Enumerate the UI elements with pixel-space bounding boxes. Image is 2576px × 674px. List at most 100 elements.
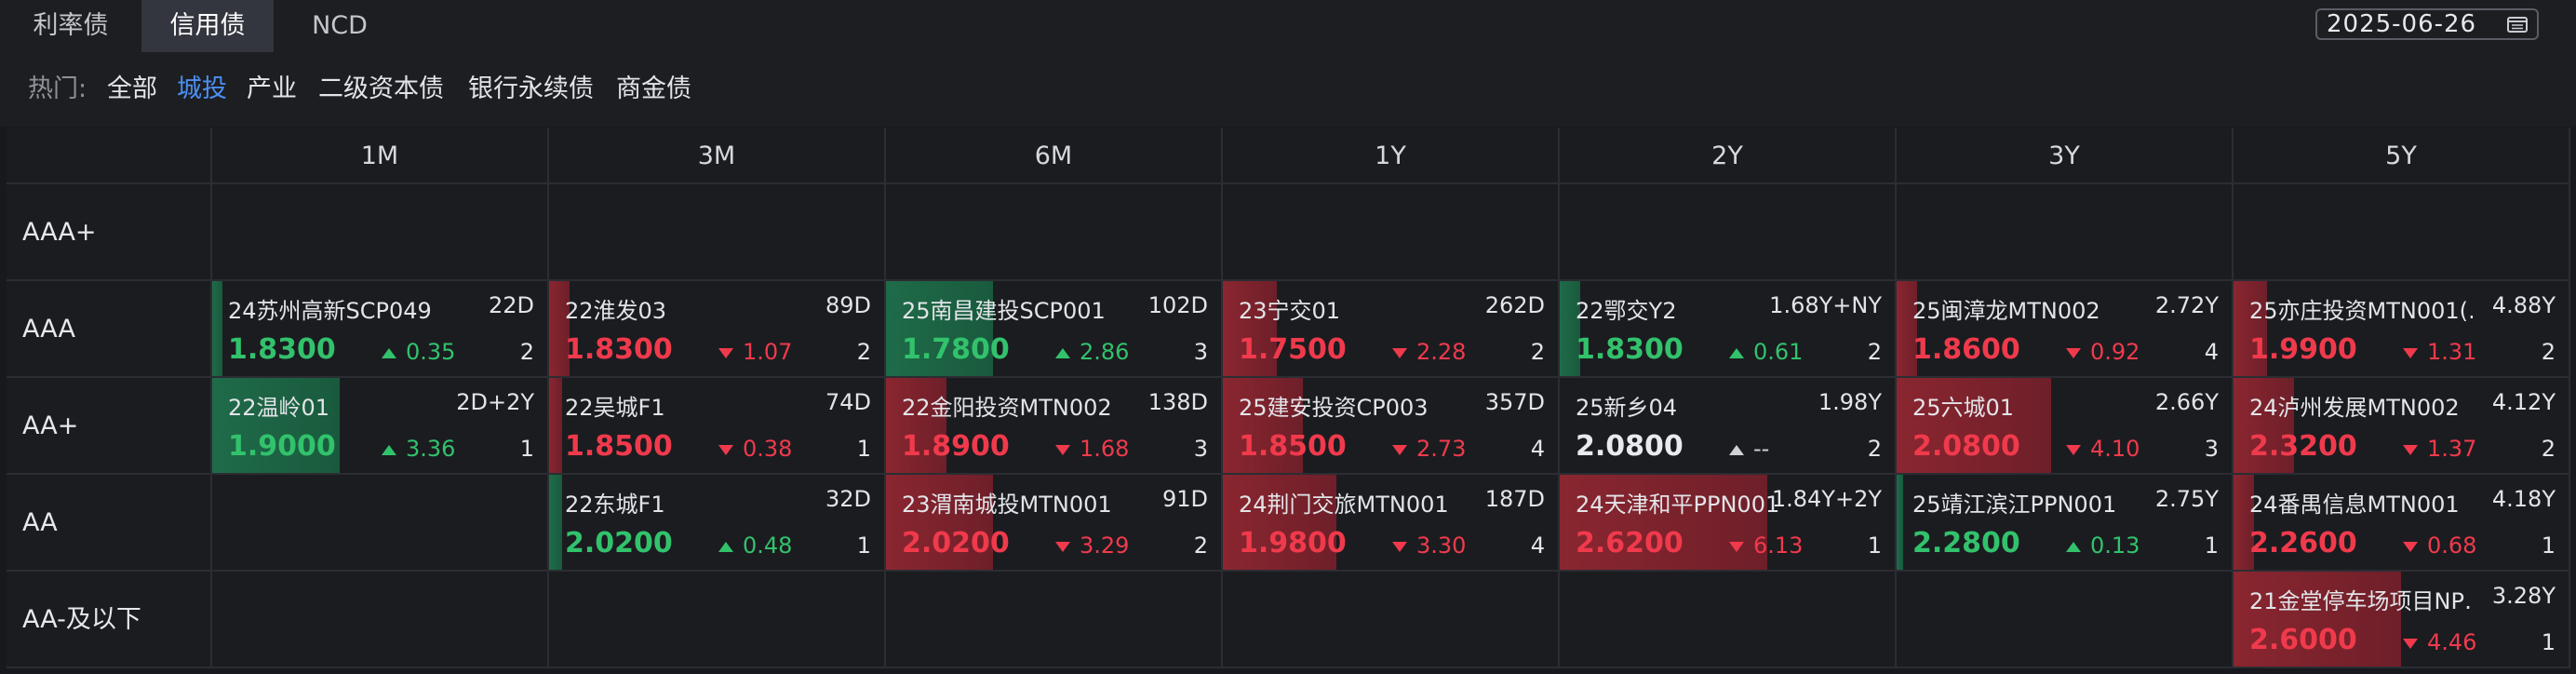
bond-name[interactable]: 22吴城F1 [565, 395, 665, 421]
empty-cell [2234, 184, 2570, 281]
column-header-2y[interactable]: 2Y [1560, 128, 1897, 184]
bond-term: 3.28Y [2491, 583, 2556, 609]
arrow-down-icon [718, 444, 733, 455]
bond-cell[interactable]: 25靖江滨江PPN001 2.75Y 2.2800 0.13 1 [1897, 475, 2234, 572]
tab-ncd[interactable]: NCD [312, 11, 368, 40]
trade-count: 1 [2541, 629, 2556, 655]
filter-chip-chengtou[interactable]: 城投 [177, 74, 227, 103]
rating-row-label: AA-及以下 [7, 572, 212, 668]
column-header-6m[interactable]: 6M [886, 128, 1223, 184]
change-magnitude-bar [1560, 281, 1580, 376]
bond-cell[interactable]: 24泸州发展MTN002 4.12Y 2.3200 1.37 2 [2234, 378, 2570, 475]
empty-cell [1897, 184, 2234, 281]
trade-count: 2 [1530, 339, 1545, 365]
bond-cell[interactable]: 22吴城F1 74D 1.8500 0.38 1 [549, 378, 886, 475]
bond-name[interactable]: 22金阳投资MTN002 [902, 395, 1112, 421]
bond-cell[interactable]: 25新乡04 1.98Y 2.0800 -- 2 [1560, 378, 1897, 475]
empty-cell [1560, 572, 1897, 668]
bond-term: 1.98Y [1818, 389, 1882, 415]
bond-name[interactable]: 25新乡04 [1576, 395, 1678, 421]
column-header-5y[interactable]: 5Y [2234, 128, 2570, 184]
bond-cell[interactable]: 22温岭01 2D+2Y 1.9000 3.36 1 [212, 378, 549, 475]
filter-chip-bank-perpetual[interactable]: 银行永续债 [468, 74, 594, 103]
filter-chip-all[interactable]: 全部 [107, 74, 157, 103]
bond-cell[interactable]: 25六城01 2.66Y 2.0800 4.10 3 [1897, 378, 2234, 475]
bond-name[interactable]: 24苏州高新SCP049 [228, 298, 432, 324]
yield-change-value: 2.28 [1416, 339, 1467, 365]
column-header-3y[interactable]: 3Y [1897, 128, 2234, 184]
yield-change-value: -- [1753, 436, 1770, 462]
yield-change-value: 4.46 [2427, 629, 2477, 655]
bond-name[interactable]: 23宁交01 [1239, 298, 1341, 324]
bond-name[interactable]: 25闽漳龙MTN002 [1912, 298, 2100, 324]
bond-yield: 2.0800 [1912, 430, 2020, 463]
trade-count: 4 [1530, 532, 1545, 559]
yield-change: 1.07 [718, 339, 792, 365]
change-magnitude-bar [549, 281, 570, 376]
bond-cell[interactable]: 24番禺信息MTN001 4.18Y 2.2600 0.68 1 [2234, 475, 2570, 572]
tab-rate-bond[interactable]: 利率债 [33, 11, 109, 40]
bond-name[interactable]: 21金堂停车场项目NP… [2249, 588, 2473, 614]
bond-term: 4.88Y [2491, 292, 2556, 318]
yield-change: 0.61 [1729, 339, 1803, 365]
bond-name[interactable]: 24天津和平PPN001 [1576, 492, 1780, 518]
bond-cell[interactable]: 24荆门交旅MTN001 187D 1.9800 3.30 4 [1223, 475, 1560, 572]
yield-change-value: 0.38 [743, 436, 793, 462]
column-header-1y[interactable]: 1Y [1223, 128, 1560, 184]
column-header-3m[interactable]: 3M [549, 128, 886, 184]
bond-name[interactable]: 25建安投资CP003 [1239, 395, 1429, 421]
tab-credit-bond[interactable]: 信用债 [141, 0, 274, 52]
filter-chip-commercial-finance[interactable]: 商金债 [616, 74, 691, 103]
bond-yield: 2.0200 [902, 527, 1010, 559]
bond-name[interactable]: 24荆门交旅MTN001 [1239, 492, 1449, 518]
yield-change: 2.86 [1055, 339, 1129, 365]
bond-cell[interactable]: 23渭南城投MTN001 91D 2.0200 3.29 2 [886, 475, 1223, 572]
bond-cell[interactable]: 22东城F1 32D 2.0200 0.48 1 [549, 475, 886, 572]
arrow-up-icon [382, 444, 396, 455]
bond-cell[interactable]: 24苏州高新SCP049 22D 1.8300 0.35 2 [212, 281, 549, 378]
bond-name[interactable]: 24泸州发展MTN002 [2249, 395, 2460, 421]
bond-cell[interactable]: 25闽漳龙MTN002 2.72Y 1.8600 0.92 4 [1897, 281, 2234, 378]
change-magnitude-bar [549, 378, 562, 473]
bond-name[interactable]: 23渭南城投MTN001 [902, 492, 1112, 518]
bond-name[interactable]: 22温岭01 [228, 395, 330, 421]
bond-name[interactable]: 22淮发03 [565, 298, 667, 324]
calendar-icon[interactable] [2507, 16, 2528, 33]
trade-count: 1 [1867, 532, 1882, 559]
bond-name[interactable]: 25六城01 [1912, 395, 2015, 421]
bond-cell[interactable]: 25南昌建投SCP001 102D 1.7800 2.86 3 [886, 281, 1223, 378]
filter-chip-tier2-capital[interactable]: 二级资本债 [318, 74, 444, 103]
change-magnitude-bar [1897, 281, 1917, 376]
bond-cell[interactable]: 21金堂停车场项目NP… 3.28Y 2.6000 4.46 1 [2234, 572, 2570, 668]
column-header-1m[interactable]: 1M [212, 128, 549, 184]
bond-yield: 2.2600 [2249, 527, 2357, 559]
bond-name[interactable]: 22东城F1 [565, 492, 665, 518]
bond-term: 102D [1147, 292, 1208, 318]
trade-count: 2 [1867, 339, 1882, 365]
bond-cell[interactable]: 25建安投资CP003 357D 1.8500 2.73 4 [1223, 378, 1560, 475]
bond-name[interactable]: 25靖江滨江PPN001 [1912, 492, 2117, 518]
bond-cell[interactable]: 22金阳投资MTN002 138D 1.8900 1.68 3 [886, 378, 1223, 475]
date-picker[interactable]: 2025-06-26 [2315, 8, 2539, 40]
yield-change-value: 2.73 [1416, 436, 1467, 462]
filter-chip-industry[interactable]: 产业 [247, 74, 297, 103]
trade-count: 2 [2541, 436, 2556, 462]
bond-name[interactable]: 25亦庄投资MTN001(… [2249, 298, 2473, 324]
bond-cell[interactable]: 25亦庄投资MTN001(… 4.88Y 1.9900 1.31 2 [2234, 281, 2570, 378]
bond-name[interactable]: 22鄂交Y2 [1576, 298, 1677, 324]
change-magnitude-bar [2234, 281, 2267, 376]
bond-cell[interactable]: 24天津和平PPN001 1.84Y+2Y 2.6200 6.13 1 [1560, 475, 1897, 572]
yield-change: 2.28 [1392, 339, 1466, 365]
arrow-up-icon [1729, 347, 1744, 358]
bond-cell[interactable]: 22鄂交Y2 1.68Y+NY 1.8300 0.61 2 [1560, 281, 1897, 378]
bond-cell[interactable]: 22淮发03 89D 1.8300 1.07 2 [549, 281, 886, 378]
bond-name[interactable]: 25南昌建投SCP001 [902, 298, 1106, 324]
bond-term: 262D [1484, 292, 1545, 318]
bond-cell[interactable]: 23宁交01 262D 1.7500 2.28 2 [1223, 281, 1560, 378]
change-magnitude-bar [1223, 378, 1303, 473]
bond-yield: 1.8600 [1912, 333, 2020, 366]
yield-change: 0.35 [382, 339, 455, 365]
bond-yield: 1.8300 [565, 333, 673, 366]
filter-bar: 热门: 全部 城投 产业 二级资本债 银行永续债 商金债 [0, 52, 2576, 127]
bond-name[interactable]: 24番禺信息MTN001 [2249, 492, 2460, 518]
